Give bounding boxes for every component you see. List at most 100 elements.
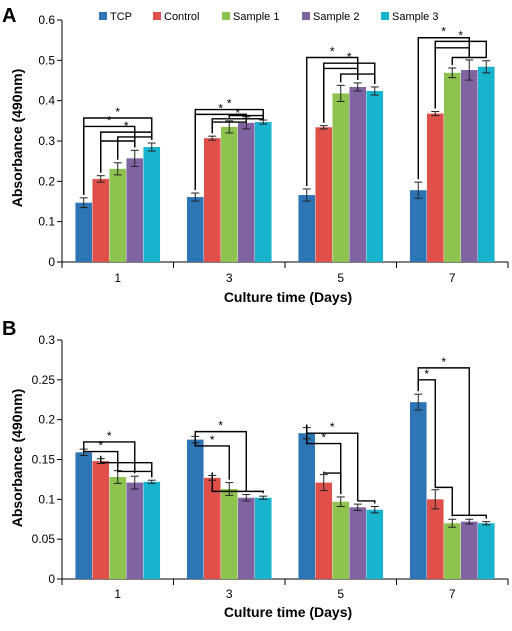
panel-b-bar (220, 488, 238, 579)
panel-b-y-tick-label: 0 (48, 572, 55, 586)
panel-a-bar (254, 122, 272, 262)
panel-b-x-tick-label: 7 (449, 587, 456, 601)
panel-b-bar (426, 499, 444, 579)
panel-a-y-tick-label: 0.6 (38, 13, 55, 27)
panel-a-bar (298, 195, 316, 262)
panel-b-bar (109, 477, 127, 579)
panel-b-bar (75, 452, 93, 579)
panel-b-bar (126, 482, 144, 579)
panel-b-significance-bracket (306, 424, 342, 494)
panel-b-significance-bracket (434, 486, 453, 517)
panel-b-bar (366, 509, 384, 579)
panel-a-bar (443, 72, 461, 262)
panel-b-label: B (2, 318, 16, 340)
panel-a-significance-star: * (458, 28, 463, 42)
panel-b-bar (460, 521, 478, 579)
panel-a-y-tick-label: 0 (48, 255, 55, 269)
panel-a-bar (366, 90, 384, 262)
panel-b-bar (332, 501, 350, 579)
legend-label: Control (164, 11, 199, 23)
panel-b-significance-star: * (441, 355, 446, 369)
panel-a-bar (143, 147, 161, 262)
panel-a-x-tick-label: 7 (449, 271, 456, 285)
panel-a-bar (477, 66, 495, 262)
panel-b-significance-bracket (211, 472, 264, 494)
legend-label: Sample 3 (392, 11, 438, 23)
panel-b-significance-star: * (330, 420, 335, 434)
panel-a-x-tick-label: 1 (114, 271, 121, 285)
panel-b-bar (409, 402, 427, 579)
panel-a-bar (409, 190, 427, 262)
panel-a-bar (349, 86, 367, 262)
panel-a-y-tick-label: 0.4 (38, 94, 55, 108)
panel-a-y-tick-label: 0.3 (38, 134, 55, 148)
panel-b-significance-bracket (357, 500, 376, 504)
panel-b-significance-bracket (83, 441, 136, 474)
panel-b-significance-bracket (323, 471, 342, 494)
panel-b-bar (477, 523, 495, 579)
panel-a-y-axis-title: Absorbance (490nm) (9, 69, 25, 207)
panel-a-label: A (2, 5, 16, 27)
panel-a-significance-star: * (107, 113, 112, 127)
panel-a-bar (75, 202, 93, 262)
panel-b-bar (254, 497, 272, 579)
panel-a-significance-star: * (218, 101, 223, 115)
panel-b-bar (92, 461, 110, 579)
panel-a-significance-bracket (340, 73, 376, 84)
panel-b-bar (315, 482, 333, 579)
panel-a: A Absorbance (490nm) Culture time (Days)… (2, 5, 509, 305)
legend-swatch (153, 12, 161, 20)
panel-b-significance-star: * (98, 439, 103, 453)
panel-b-significance-star: * (321, 431, 326, 445)
panel-b-bar (143, 481, 161, 579)
legend-swatch (222, 12, 230, 20)
legend: TCP Control Sample 1 Sample 2 Sample 3 (99, 11, 438, 23)
panel-b-y-tick-label: 0.1 (38, 492, 55, 506)
legend-swatch (99, 12, 107, 20)
panel-b-significance-star: * (107, 429, 112, 443)
panel-a-significance-bracket (211, 113, 247, 134)
panel-b-bar (298, 433, 316, 579)
panel-b-y-tick-label: 0.25 (32, 373, 56, 387)
panel-a-bar (220, 126, 238, 262)
panel-a-significance-bracket (117, 136, 153, 160)
panel-a-bar (460, 70, 478, 262)
panel-b-significance-star: * (218, 419, 223, 433)
panel-a-significance-star: * (330, 45, 335, 59)
panel-b: B Absorbance (490nm) Culture time (Days)… (2, 318, 509, 620)
panel-a-y-tick-label: 0.5 (38, 53, 55, 67)
panel-b-significance-bracket (194, 433, 230, 480)
panel-a-bar (109, 168, 127, 262)
panel-a-x-tick-label: 5 (337, 271, 344, 285)
panel-a-significance-bracket (451, 56, 487, 65)
panel-b-significance-bracket (417, 379, 436, 487)
panel-a-bar (332, 93, 350, 262)
panel-a-significance-star: * (235, 106, 240, 120)
panel-a-bar (426, 113, 444, 262)
panel-a-bar (237, 122, 255, 262)
panel-a-significance-star: * (227, 97, 232, 111)
legend-label: Sample 2 (313, 11, 359, 23)
panel-b-significance-bracket (451, 514, 487, 519)
panel-a-y-tick-label: 0.2 (38, 174, 55, 188)
panel-b-bar (186, 439, 204, 579)
panel-b-significance-star: * (210, 433, 215, 447)
panel-b-x-tick-label: 3 (226, 587, 233, 601)
panel-a-significance-bracket (434, 40, 487, 109)
panel-a-significance-star: * (124, 119, 129, 133)
panel-b-significance-bracket (83, 446, 119, 468)
panel-b-y-tick-label: 0.05 (32, 532, 56, 546)
panel-b-x-tick-label: 5 (337, 587, 344, 601)
panel-a-x-tick-label: 3 (226, 271, 233, 285)
panel-b-significance-bracket (100, 455, 153, 478)
legend-swatch (302, 12, 310, 20)
panel-a-bar (186, 197, 204, 262)
panel-a-bar (92, 178, 110, 262)
panel-a-bar (203, 138, 221, 262)
panel-a-bar (315, 127, 333, 262)
legend-swatch (381, 12, 389, 20)
panel-b-y-tick-label: 0.2 (38, 413, 55, 427)
panel-b-y-tick-label: 0.3 (38, 333, 55, 347)
panel-b-x-axis-title: Culture time (Days) (224, 604, 352, 620)
